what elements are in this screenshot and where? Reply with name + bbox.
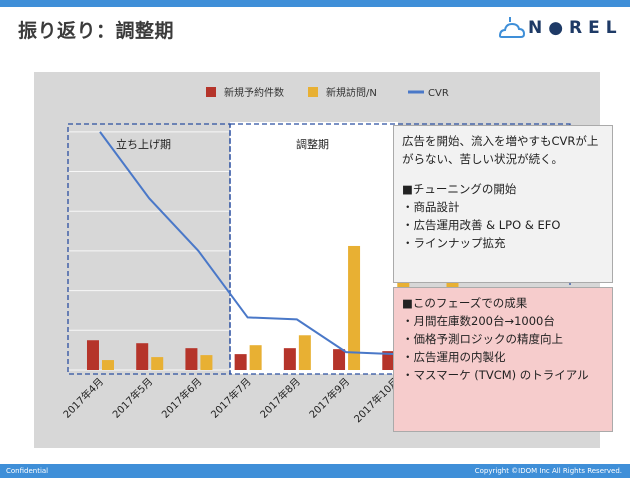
phase-highlight-adjust: [230, 122, 398, 374]
slide-title: 振り返り：調整期: [18, 20, 175, 42]
callout-bullet: ・広告運用の内製化: [402, 350, 506, 364]
phase-label-launch: 立ち上げ期: [116, 137, 171, 151]
bar-visits: [249, 345, 262, 370]
x-tick-label: 2017年4月: [60, 375, 106, 421]
bar-reservations: [283, 348, 296, 370]
x-tick-label: 2017年6月: [159, 375, 205, 421]
footer-bar: Confidential Copyright ©IDOM Inc All Rig…: [0, 464, 630, 478]
legend-swatch: [206, 87, 216, 97]
phase-box-launch: [67, 123, 231, 375]
callout-results: ■このフェーズでの成果 ・月間在庫数200台→1000台 ・価格予測ロジックの精…: [393, 287, 613, 432]
x-tick-label: 2017年8月: [257, 375, 303, 421]
callout-text-line: がらない、苦しい状況が続く。: [402, 152, 563, 166]
legend-swatch: [308, 87, 318, 97]
footer-confidential: Confidential: [6, 467, 49, 475]
car-cloud-icon: [498, 17, 526, 38]
callout-heading: ■このフェーズでの成果: [402, 296, 528, 310]
footer-copyright: Copyright ©IDOM Inc All Rights Reserved.: [474, 467, 622, 475]
bar-reservations: [234, 354, 247, 370]
callout-bullet: ・商品設計: [402, 200, 460, 214]
bar-visits: [298, 335, 311, 370]
callout-bullet: ・マスマーケ (TVCM) のトライアル: [402, 368, 589, 382]
callout-text-line: 広告を開始、流入を増やすもCVRが上: [402, 134, 599, 148]
bar-visits: [348, 245, 361, 370]
top-accent-bar: [0, 0, 630, 7]
legend-label: 新規予約件数: [224, 86, 284, 99]
bar-reservations: [382, 351, 395, 370]
bar-visits: [200, 355, 213, 370]
x-tick-label: 2017年7月: [208, 375, 254, 421]
bar-reservations: [136, 343, 149, 370]
norel-logo: N●REL: [496, 14, 622, 44]
callout-bullet: ・価格予測ロジックの精度向上: [402, 332, 563, 346]
bar-visits: [151, 357, 164, 370]
callout-bullet: ・広告運用改善 & LPO & EFO: [402, 218, 561, 232]
bar-reservations: [185, 348, 198, 370]
callout-bullet: ・ラインナップ拡充: [402, 236, 506, 250]
callout-bullet: ・月間在庫数200台→1000台: [402, 314, 555, 328]
bar-reservations: [86, 340, 99, 370]
x-tick-label: 2017年5月: [109, 375, 155, 421]
legend-label: CVR: [428, 88, 449, 99]
callout-tuning: 広告を開始、流入を増やすもCVRが上 がらない、苦しい状況が続く。 ■チューニン…: [393, 125, 613, 283]
x-tick-label: 2017年9月: [306, 375, 352, 421]
cvr-line: [99, 131, 445, 356]
bar-reservations: [333, 349, 346, 370]
phase-label-adjust: 調整期: [296, 137, 329, 151]
legend-label: 新規訪問/N: [326, 86, 377, 99]
bar-visits: [101, 360, 114, 370]
callout-heading: ■チューニングの開始: [402, 182, 517, 196]
logo-wordmark: N●REL: [528, 18, 623, 38]
